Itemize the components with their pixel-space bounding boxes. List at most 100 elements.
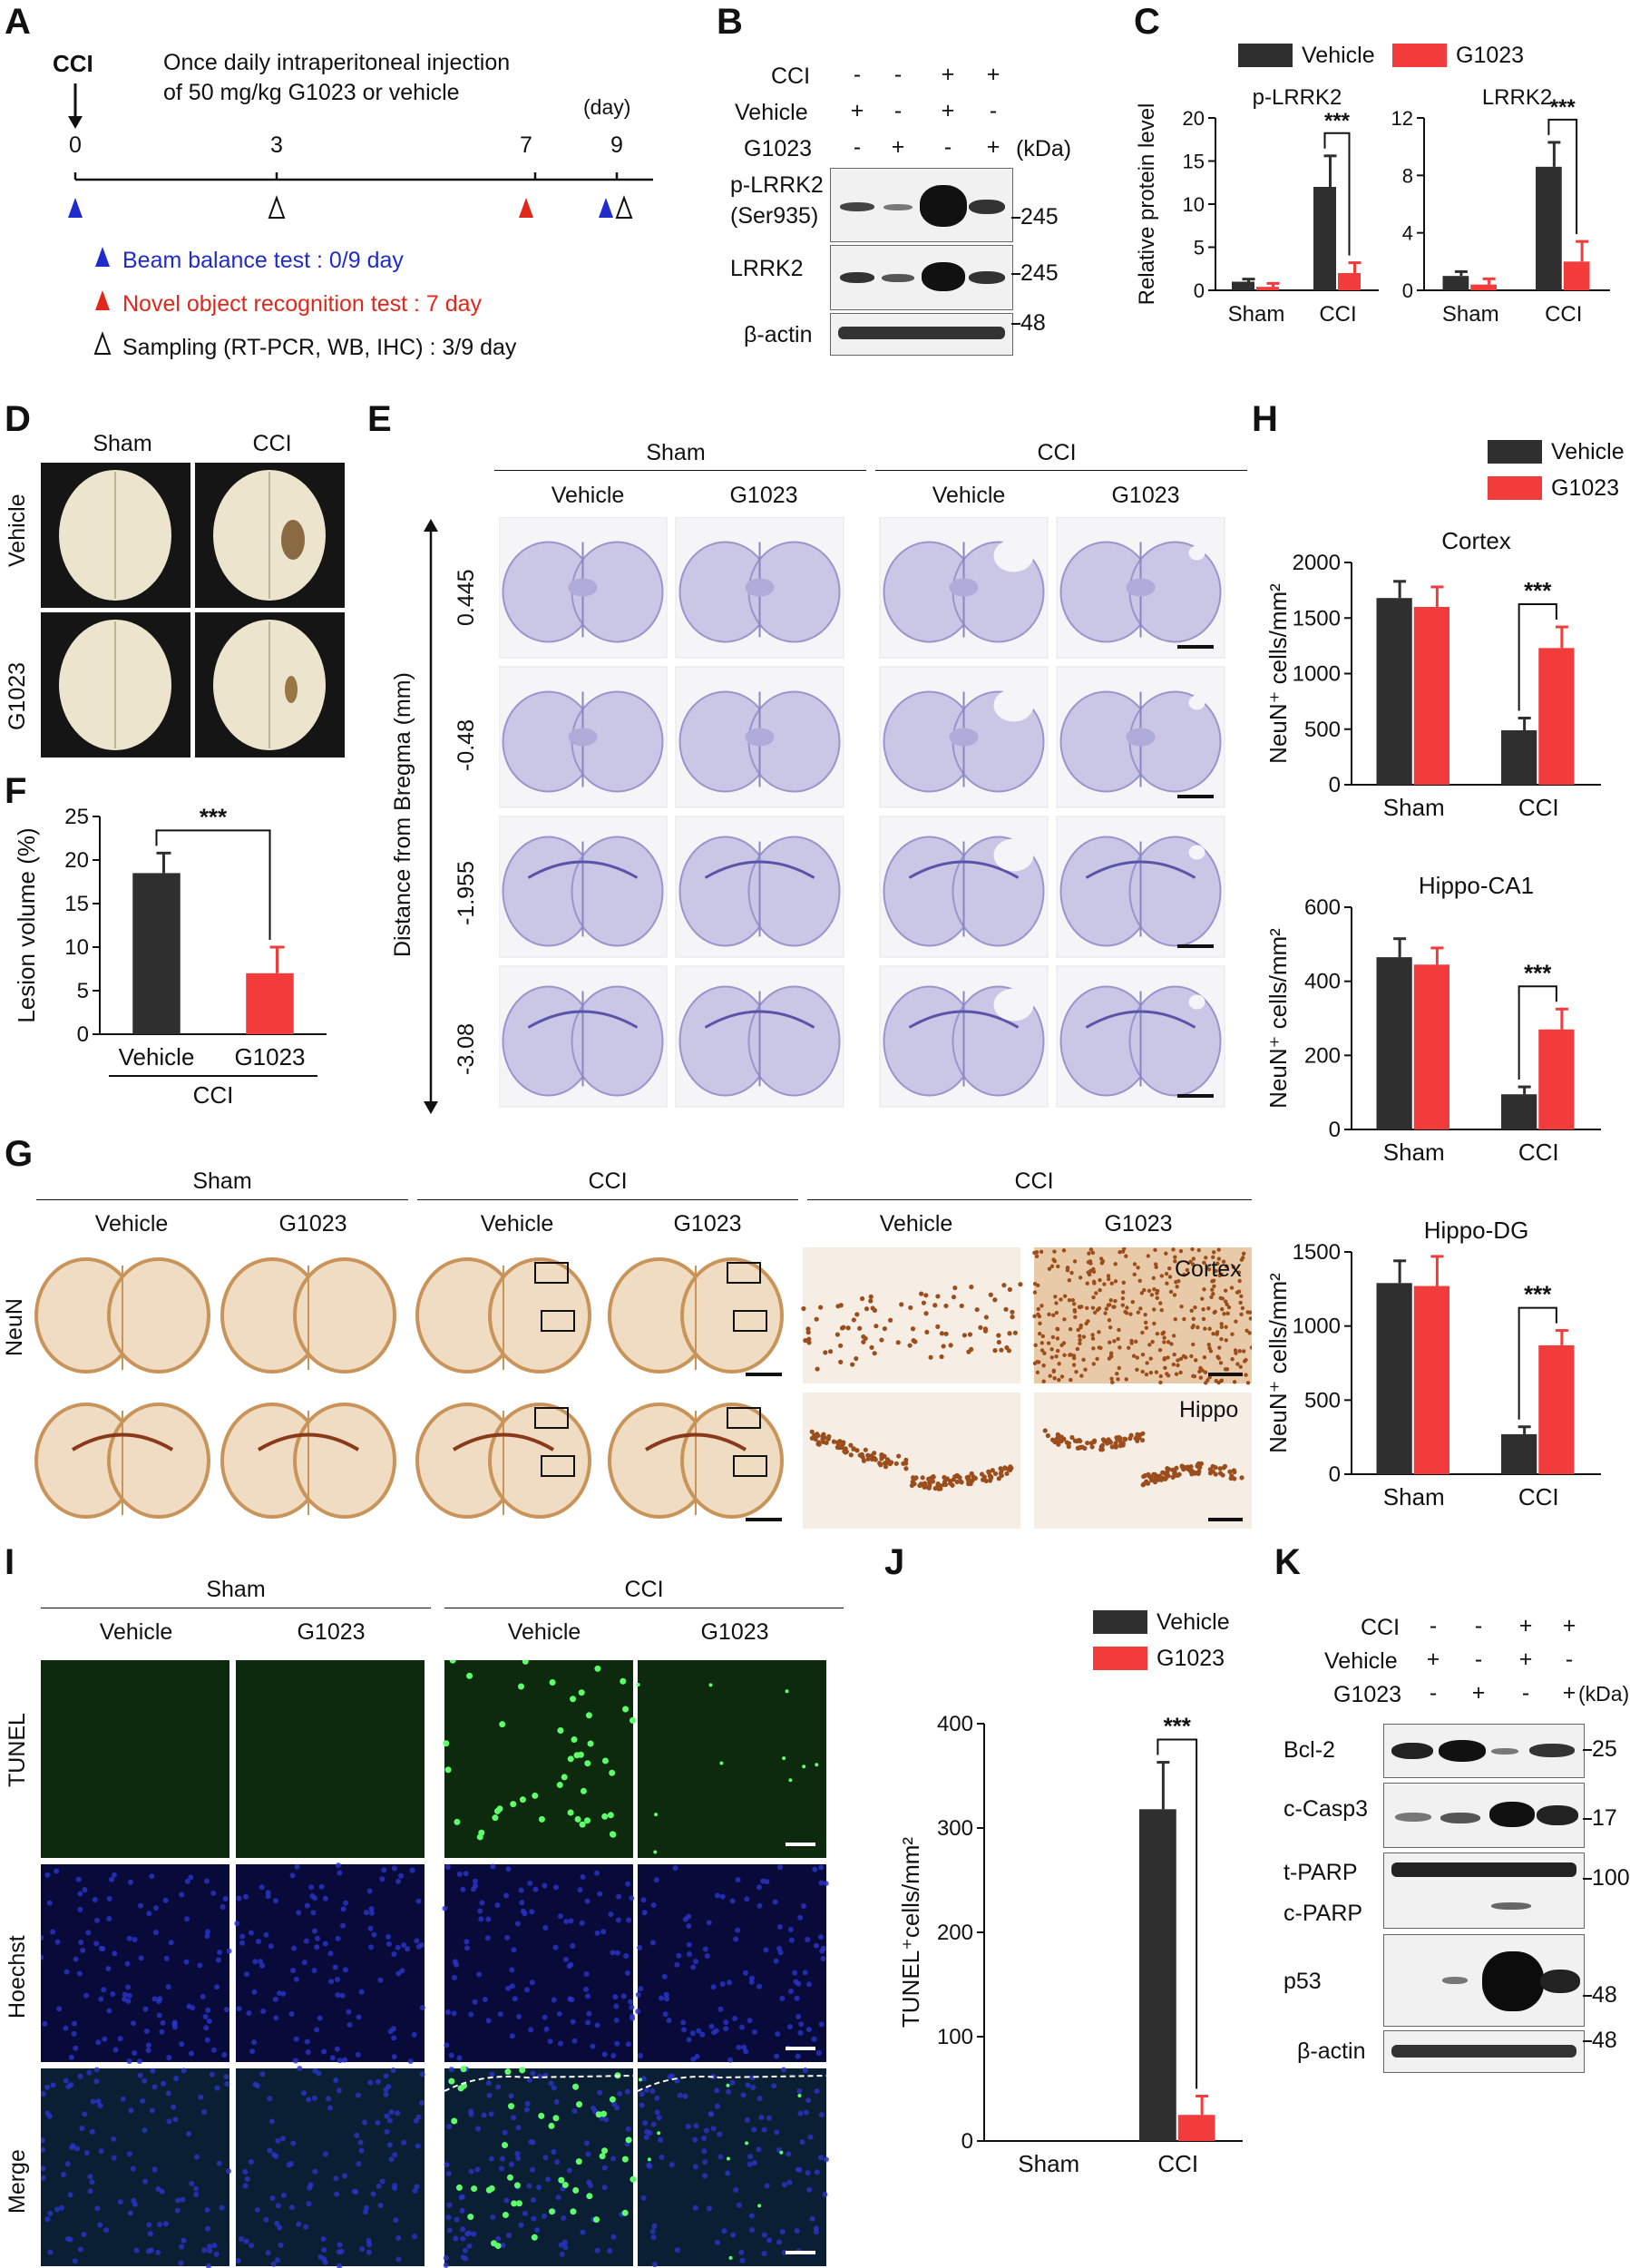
- g-col-5: Vehicle: [879, 1211, 953, 1237]
- blot-label-bcl2: Bcl-2: [1284, 1737, 1335, 1763]
- fluorescence-image: [636, 1660, 826, 1858]
- neun-section: [32, 1393, 213, 1529]
- significance-bracket: [1518, 603, 1557, 711]
- significance-bracket: [1547, 118, 1578, 235]
- tick-day-3: 3: [270, 132, 283, 158]
- mw-245-b: 245: [1020, 260, 1059, 286]
- mw-25: 25: [1592, 1736, 1617, 1762]
- sign: +: [1518, 1613, 1533, 1638]
- chart-h-hippo-ca1: 0 200 400 600 Hippo-CA1 NeuN⁺ cells/mm² Sham CC…: [1264, 872, 1601, 1166]
- fluorescence-image: [443, 2066, 637, 2268]
- panel-h: Vehicle G1023 0 500 1000 1500 2000 Cortex NeuN…: [1252, 399, 1630, 1542]
- significance-marker: ***: [1524, 577, 1552, 604]
- bar: [1536, 166, 1562, 290]
- sign: -: [1474, 1647, 1483, 1672]
- y-axis-label: NeuN⁺ cells/mm²: [1264, 928, 1292, 1109]
- x-tick-label: CCI: [1518, 794, 1559, 821]
- g-col-1: Vehicle: [94, 1211, 169, 1237]
- panel-label-j: J: [884, 1542, 905, 1582]
- y-tick-label: 400: [1304, 970, 1341, 994]
- y-tick-label: 600: [1304, 895, 1341, 920]
- blot-b-row-vehicle: Vehicle: [735, 100, 808, 125]
- y-tick-label: 1000: [1293, 662, 1341, 687]
- y-tick-label: 0: [1402, 279, 1413, 302]
- neun-section: [605, 1393, 786, 1529]
- g-col-6: G1023: [1104, 1211, 1173, 1237]
- x-tick-label: Sham: [1383, 1483, 1445, 1510]
- cresyl-section: [499, 965, 668, 1108]
- kda-label: (kDa): [1578, 1682, 1630, 1706]
- x-tick-label: Sham: [1018, 2150, 1079, 2177]
- bregma-level-1: 0.445: [454, 569, 479, 626]
- legend-sampling: Sampling (RT-PCR, WB, IHC) : 3/9 day: [122, 335, 517, 360]
- bar: [1538, 648, 1575, 785]
- y-tick-label: 20: [64, 848, 89, 873]
- bar: [1376, 1283, 1412, 1474]
- panel-label-i: I: [5, 1542, 15, 1582]
- g-group-sham: Sham: [192, 1168, 252, 1194]
- y-axis-label: Relative protein level: [1135, 103, 1159, 306]
- sign: +: [1518, 1647, 1533, 1672]
- tick-day-7: 7: [520, 132, 532, 158]
- timeline-svg: [68, 83, 653, 355]
- y-tick-label: 5: [1194, 237, 1205, 259]
- sign: +: [986, 62, 1000, 87]
- neun-section-grid: [32, 1247, 1252, 1529]
- g-row-neun: NeuN: [2, 1298, 27, 1356]
- inset-box: [534, 1262, 569, 1284]
- cresyl-section: [879, 816, 1049, 958]
- cresyl-section-grid: [499, 517, 1225, 1108]
- y-tick-label: 0: [1329, 1118, 1341, 1142]
- i-col-2: G1023: [297, 1619, 366, 1645]
- kda-label: (kDa): [1016, 136, 1072, 161]
- blot-k-actin: [1383, 2030, 1585, 2073]
- significance-bracket: [1157, 1738, 1198, 2089]
- sign: +: [1562, 1680, 1576, 1706]
- sign: +: [941, 98, 955, 123]
- day-unit-label: (day): [583, 95, 631, 119]
- cresyl-section: [1056, 965, 1225, 1108]
- g-col-2: G1023: [278, 1211, 347, 1237]
- neun-inset: [803, 1393, 1020, 1529]
- i-row-tunel: TUNEL: [5, 1713, 30, 1787]
- blot-label-p53: p53: [1284, 1969, 1322, 1994]
- panel-g-neun: Sham CCI CCI Vehicle G1023 Vehicle G1023…: [0, 1161, 1252, 1533]
- cresyl-section: [675, 965, 844, 1108]
- y-tick-label: 10: [1183, 193, 1205, 216]
- neun-inset: [1034, 1393, 1252, 1529]
- chart-f-lesion-volume: 0 5 10 15 20 25 Lesion volume (%) Vehicle G1023 *…: [13, 803, 327, 1109]
- neun-section: [413, 1393, 594, 1529]
- x-tick-label: CCI: [1518, 1139, 1559, 1166]
- i-group-sham: Sham: [206, 1577, 266, 1602]
- y-tick-label: 200: [1304, 1043, 1341, 1068]
- sign: -: [989, 98, 998, 123]
- blot-label-c-parp: c-PARP: [1284, 1901, 1363, 1926]
- panel-j: Vehicle G1023 0 100 200 300 400 TUNEL⁺cells/m…: [884, 1569, 1265, 2241]
- bar: [1338, 273, 1361, 290]
- significance-marker: ***: [1550, 95, 1576, 120]
- chart-c-p-lrrk2: 0 5 10 15 20 p-LRRK2 Relative protein level Sha…: [1135, 85, 1379, 327]
- legend-swatch-g1023: [1093, 1647, 1147, 1670]
- bar: [1501, 729, 1537, 785]
- inset-box: [727, 1407, 761, 1429]
- sign: +: [1471, 1680, 1486, 1706]
- legend-g1023: G1023: [1551, 475, 1620, 501]
- y-tick-label: 0: [961, 2129, 973, 2154]
- y-tick-label: 1500: [1293, 1240, 1341, 1265]
- fluorescence-image: [637, 2067, 829, 2268]
- e-group-cci: CCI: [1037, 440, 1077, 465]
- significance-bracket: [1518, 985, 1557, 1080]
- cresyl-section: [499, 517, 668, 659]
- g-inset-cortex: Cortex: [1175, 1256, 1242, 1282]
- g-group-cci-1: CCI: [588, 1168, 628, 1194]
- g-col-3: Vehicle: [480, 1211, 554, 1237]
- chart-title: Hippo-CA1: [1419, 872, 1534, 899]
- cresyl-section: [1056, 666, 1225, 808]
- mw-48-k: 48: [1592, 1982, 1617, 2008]
- cresyl-section: [499, 816, 668, 958]
- mw-17: 17: [1592, 1805, 1617, 1831]
- i-group-cci: CCI: [624, 1577, 664, 1602]
- neun-inset: [801, 1247, 1023, 1383]
- panel-label-k: K: [1274, 1542, 1301, 1582]
- panel-label-h: H: [1252, 399, 1278, 439]
